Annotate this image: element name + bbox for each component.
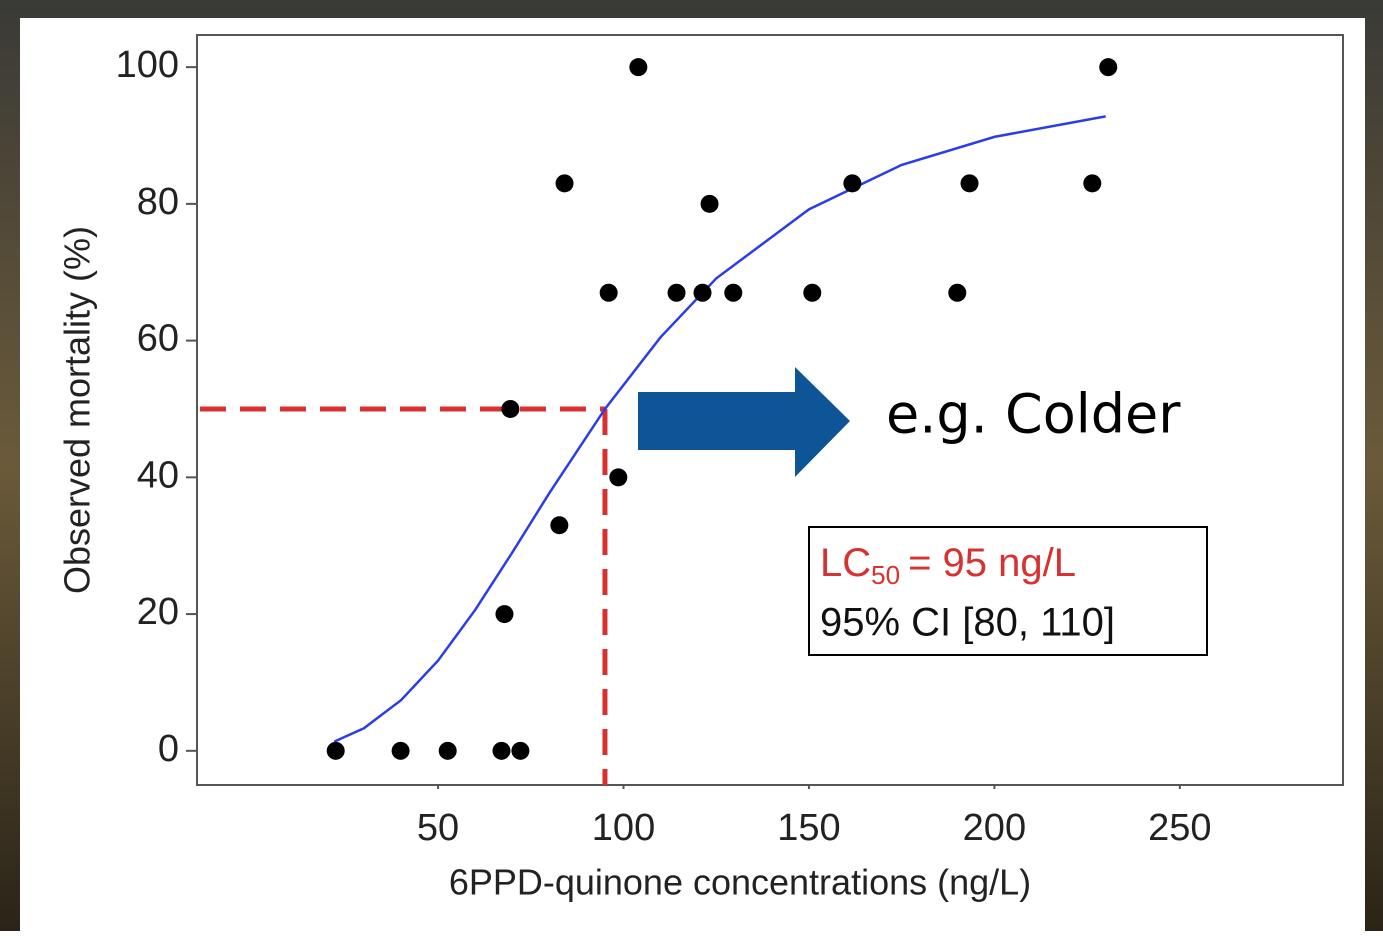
y-axis-label: Observed mortality (%) [57, 226, 98, 594]
arrow-text: e.g. Colder [886, 383, 1181, 446]
data-point [550, 516, 569, 535]
data-point [667, 283, 686, 302]
data-point [803, 283, 822, 302]
data-point [1099, 58, 1118, 77]
data-point [948, 283, 967, 302]
lc-value: = 95 ng/L [908, 541, 1076, 585]
data-point [1083, 174, 1102, 193]
x-tick-label: 250 [1148, 807, 1211, 849]
plot-frame [196, 34, 1344, 786]
annotation-text: LC50 = 95 ng/L [820, 541, 1076, 590]
lc-label: LC [820, 541, 871, 585]
y-tick-label: 20 [137, 591, 179, 633]
x-tick-label: 150 [777, 807, 840, 849]
x-tick-label: 100 [592, 807, 655, 849]
data-point [843, 174, 862, 193]
arrow-shaft [638, 392, 798, 450]
data-point [492, 741, 511, 760]
data-point [326, 741, 345, 760]
data-point [599, 283, 618, 302]
y-tick-label: 60 [137, 318, 179, 360]
data-point [609, 468, 628, 487]
fitted-curve [333, 115, 1106, 743]
chart-background [20, 18, 1365, 931]
ci-text: 95% CI [80, 110] [820, 601, 1115, 645]
data-point [501, 399, 520, 418]
arrow-head [795, 367, 850, 477]
y-tick-label: 40 [137, 454, 179, 496]
data-point [700, 194, 719, 213]
data-point [960, 174, 979, 193]
data-point [555, 174, 574, 193]
y-tick-label: 80 [137, 181, 179, 223]
y-tick-label: 100 [116, 44, 179, 86]
lc-subscript: 50 [871, 560, 900, 590]
data-point [724, 283, 743, 302]
data-point [438, 741, 457, 760]
data-point [511, 741, 530, 760]
x-tick-label: 200 [963, 807, 1026, 849]
data-point [495, 605, 514, 624]
x-axis-label: 6PPD-quinone concentrations (ng/L) [449, 862, 1031, 903]
plot-area: 0 20 40 60 80 100 50 100 150 200 250 [116, 44, 1212, 849]
data-point [629, 58, 648, 77]
data-point [391, 741, 410, 760]
annotation-box [808, 526, 1208, 656]
y-tick-label: 0 [158, 728, 179, 770]
x-tick-label: 50 [417, 807, 459, 849]
data-point [693, 283, 712, 302]
